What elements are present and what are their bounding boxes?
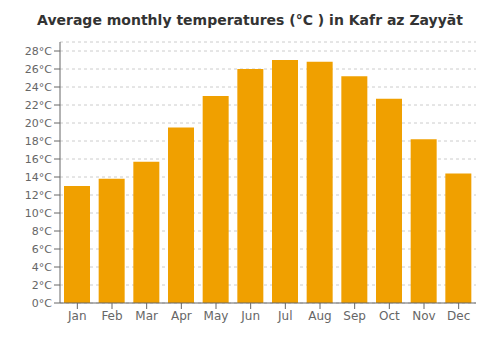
svg-text:0°C: 0°C	[32, 297, 52, 310]
svg-text:16°C: 16°C	[25, 153, 52, 166]
svg-text:Apr: Apr	[171, 309, 192, 323]
svg-text:18°C: 18°C	[25, 135, 52, 148]
svg-text:Aug: Aug	[308, 309, 331, 323]
svg-text:4°C: 4°C	[32, 261, 52, 274]
svg-text:6°C: 6°C	[32, 243, 52, 256]
svg-text:Feb: Feb	[101, 309, 122, 323]
svg-text:Jun: Jun	[240, 309, 260, 323]
svg-text:Jan: Jan	[67, 309, 87, 323]
svg-text:12°C: 12°C	[25, 189, 52, 202]
svg-text:Sep: Sep	[343, 309, 366, 323]
svg-text:Jul: Jul	[277, 309, 292, 323]
svg-text:Nov: Nov	[412, 309, 435, 323]
svg-text:Dec: Dec	[447, 309, 470, 323]
svg-text:20°C: 20°C	[25, 117, 52, 130]
svg-text:10°C: 10°C	[25, 207, 52, 220]
svg-text:Oct: Oct	[379, 309, 400, 323]
html-text:Average monthly temperatures (: Average monthly temperatures (°C ) in Ka…	[37, 12, 463, 28]
svg-text:8°C: 8°C	[32, 225, 52, 238]
svg-text:2°C: 2°C	[32, 279, 52, 292]
svg-text:14°C: 14°C	[25, 171, 52, 184]
svg-text:Mar: Mar	[135, 309, 158, 323]
svg-text:24°C: 24°C	[25, 81, 52, 94]
svg-text:28°C: 28°C	[25, 45, 52, 58]
svg-text:22°C: 22°C	[25, 99, 52, 112]
svg-text:May: May	[204, 309, 229, 323]
svg-text:26°C: 26°C	[25, 63, 52, 76]
